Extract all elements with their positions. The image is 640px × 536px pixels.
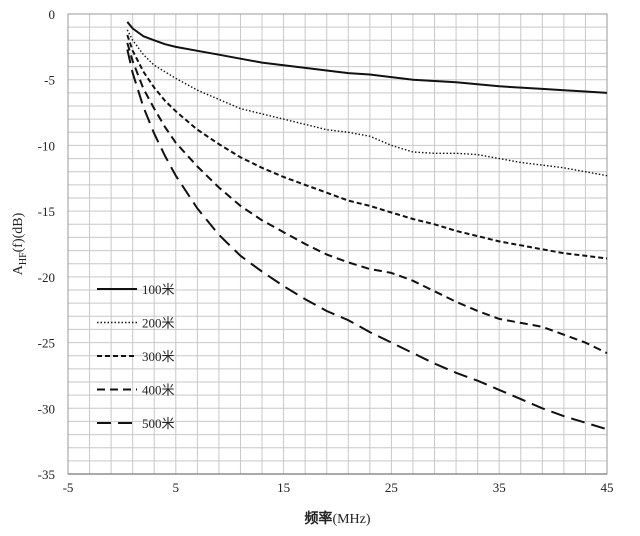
- x-axis-title-main: 频率: [304, 510, 332, 527]
- x-axis-title-unit: (MHz): [332, 512, 370, 527]
- axes: -5 5 15 25 35 45 0 -5 -10 -15 -20 -25 -30 -35: [38, 7, 614, 495]
- series-line: [126, 49, 608, 431]
- y-tick-label: -10: [38, 138, 55, 153]
- legend-label: 200米: [142, 316, 175, 331]
- y-axis-title-main: A: [11, 264, 26, 275]
- legend-label: 100米: [142, 282, 175, 297]
- legend-label: 300米: [142, 349, 175, 364]
- series-line: [126, 29, 608, 177]
- x-tick-label: -5: [63, 480, 74, 495]
- x-tick-label: 25: [385, 480, 398, 495]
- plot-frame: [67, 13, 608, 475]
- legend: 100米 200米 300米 400米 500米: [97, 282, 175, 431]
- series-line: [126, 34, 608, 260]
- series-lines: [126, 21, 608, 431]
- legend-label: 500米: [142, 416, 175, 431]
- y-tick-label: -30: [38, 401, 55, 416]
- legend-label: 400米: [142, 383, 175, 398]
- grid: [67, 13, 608, 475]
- series-line: [126, 42, 608, 354]
- y-tick-label: -15: [38, 204, 55, 219]
- y-tick-label: 0: [49, 7, 56, 22]
- x-tick-label: 45: [601, 480, 614, 495]
- y-tick-label: -5: [44, 73, 55, 88]
- y-tick-label: -25: [38, 336, 55, 351]
- y-axis-title: AHF(f)(dB): [11, 212, 29, 275]
- x-tick-label: 35: [493, 480, 506, 495]
- x-tick-label: 15: [277, 480, 290, 495]
- y-axis-title-rest: (f)(dB): [11, 212, 26, 252]
- x-axis-title: 频率(MHz): [304, 510, 370, 527]
- y-axis-title-sub: HF: [18, 252, 29, 265]
- axis-titles: 频率(MHz) AHF(f)(dB): [11, 212, 371, 527]
- x-tick-label: 5: [173, 480, 180, 495]
- series-line: [126, 21, 608, 94]
- y-tick-label: -20: [38, 270, 55, 285]
- y-tick-label: -35: [38, 467, 55, 482]
